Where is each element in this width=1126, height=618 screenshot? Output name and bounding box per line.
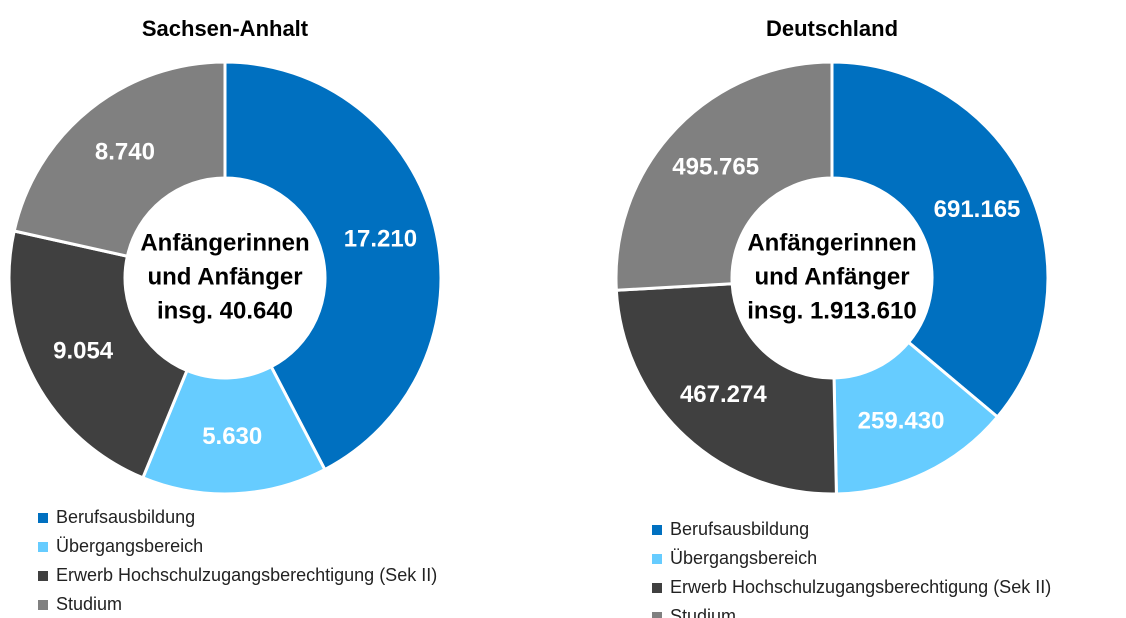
chart-title: Sachsen-Anhalt	[142, 16, 309, 41]
legend-label: Erwerb Hochschulzugangsberechtigung (Sek…	[670, 577, 1051, 597]
value-label: 17.210	[344, 225, 417, 252]
donut-slice	[830, 60, 1050, 420]
legend-swatch	[38, 542, 48, 552]
value-label: 495.765	[672, 153, 759, 180]
chart-title: Deutschland	[766, 16, 898, 41]
value-label: 259.430	[858, 408, 945, 435]
legend-swatch	[652, 554, 662, 564]
legend-swatch	[652, 583, 662, 593]
legend-swatch	[38, 571, 48, 581]
legend-label: Studium	[670, 606, 736, 618]
donut-slice	[832, 340, 1000, 496]
legend-swatch	[652, 525, 662, 535]
center-label: insg. 40.640	[157, 297, 293, 324]
donut-slice	[614, 282, 838, 496]
donut-slice	[7, 229, 189, 480]
legend-label: Studium	[56, 594, 122, 614]
legend-swatch	[38, 513, 48, 523]
center-label: und Anfänger	[754, 263, 909, 290]
legend-label: Berufsausbildung	[56, 507, 195, 527]
value-label: 9.054	[53, 337, 114, 364]
donut-slice	[12, 60, 227, 259]
legend-swatch	[38, 600, 48, 610]
legend-swatch	[652, 612, 662, 618]
center-label: und Anfänger	[147, 263, 302, 290]
value-label: 5.630	[202, 423, 262, 450]
donut-slice	[223, 60, 443, 472]
donut-slice	[140, 364, 327, 496]
center-label: insg. 1.913.610	[747, 297, 916, 324]
legend-label: Erwerb Hochschulzugangsberechtigung (Sek…	[56, 565, 437, 585]
donut-slice	[614, 60, 834, 292]
value-label: 691.165	[934, 196, 1021, 223]
legend-label: Übergangsbereich	[670, 548, 817, 568]
center-label: Anfängerinnen	[140, 229, 309, 256]
legend-label: Übergangsbereich	[56, 536, 203, 556]
center-label: Anfängerinnen	[747, 229, 916, 256]
value-label: 8.740	[95, 139, 155, 166]
value-label: 467.274	[680, 381, 767, 408]
legend-label: Berufsausbildung	[670, 519, 809, 539]
